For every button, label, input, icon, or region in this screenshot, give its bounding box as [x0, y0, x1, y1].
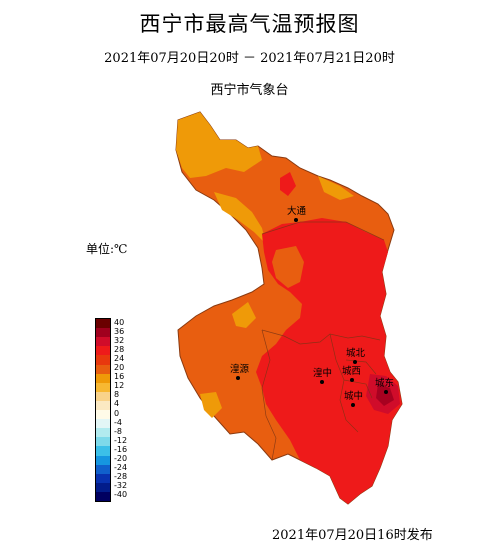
legend-swatch	[96, 319, 110, 329]
mid-zone-patch-2	[280, 172, 296, 196]
county-boundaries	[261, 221, 385, 461]
city-label-chengxi: 城西	[342, 366, 361, 377]
legend-swatch	[96, 400, 110, 411]
legend-swatch	[96, 410, 110, 420]
legend-swatch	[96, 391, 110, 402]
legend-label: 24	[114, 353, 125, 363]
legend-swatch	[96, 337, 110, 347]
city-dot-huangzhong	[320, 380, 324, 384]
city-dot-huangyuan	[236, 376, 240, 380]
legend-swatch	[96, 428, 110, 438]
issue-time: 2021年07月20日16时发布	[272, 528, 433, 543]
legend-swatch	[96, 455, 110, 466]
legend-label: -20	[114, 454, 128, 464]
city-label-datong: 大通	[287, 205, 307, 217]
legend-swatch	[96, 419, 110, 429]
legend-swatch	[96, 437, 110, 447]
legend-label: 28	[114, 344, 125, 354]
legend-label: 4	[114, 399, 120, 409]
city-label-chengbei: 城北	[346, 348, 366, 359]
legend-label: 32	[114, 335, 125, 345]
legend-label: -40	[114, 490, 128, 500]
legend-swatch	[96, 382, 110, 393]
city-label-huangyuan: 湟源	[230, 363, 250, 375]
cool-zone-north	[176, 112, 262, 178]
city-dot-chengdong	[384, 390, 388, 394]
legend-swatch	[96, 373, 110, 384]
legend-label: -28	[114, 472, 128, 482]
legend-swatch	[96, 464, 110, 475]
legend-label: -16	[114, 444, 128, 454]
legend-swatch	[96, 446, 110, 456]
cool-zone-south	[232, 302, 256, 328]
legend-label: 20	[114, 363, 125, 373]
cool-zone-west	[214, 192, 266, 244]
cool-zone-northeast	[318, 176, 354, 200]
city-label-huangzhong: 湟中	[313, 367, 332, 379]
color-legend	[95, 318, 111, 502]
legend-label: -4	[114, 417, 122, 427]
warm-zone-center	[256, 218, 402, 504]
city-dot-chengxi	[350, 378, 354, 382]
legend-label: 8	[114, 390, 120, 400]
cool-zone-southwest	[200, 392, 222, 418]
city-label-chengzhong: 城中	[344, 390, 363, 402]
legend-label: 0	[114, 408, 120, 418]
hot-zone-east-core	[376, 384, 394, 406]
legend-label: 36	[114, 326, 125, 336]
legend-label: -32	[114, 481, 128, 491]
city-label-chengdong: 城东	[375, 377, 394, 389]
legend-swatch	[96, 482, 110, 493]
legend-label: 12	[114, 381, 125, 391]
legend-swatch	[96, 491, 110, 502]
legend-swatch	[96, 355, 110, 365]
unit-label: 单位:℃	[86, 242, 128, 256]
map-title: 西宁市最高气温预报图	[139, 12, 360, 36]
issuing-agency: 西宁市气象台	[210, 83, 289, 98]
legend-swatch	[96, 364, 110, 375]
city-dot-datong	[294, 218, 298, 222]
legend-swatch	[96, 328, 110, 338]
forecast-period: 2021年07月20日20时 － 2021年07月21日20时	[104, 51, 395, 66]
city-dot-chengbei	[353, 360, 357, 364]
legend-swatch	[96, 473, 110, 484]
legend-label: 16	[114, 372, 125, 382]
legend-swatch	[96, 346, 110, 356]
legend-label: 40	[114, 317, 125, 327]
city-dot-chengzhong	[351, 403, 355, 407]
city-markers: 大通 湟源 城北 湟中 城西 城东 城中	[230, 205, 394, 407]
legend-label: -24	[114, 463, 128, 473]
legend-label: -8	[114, 426, 122, 436]
mid-zone-patch	[272, 246, 304, 288]
legend-label: -12	[114, 435, 128, 445]
